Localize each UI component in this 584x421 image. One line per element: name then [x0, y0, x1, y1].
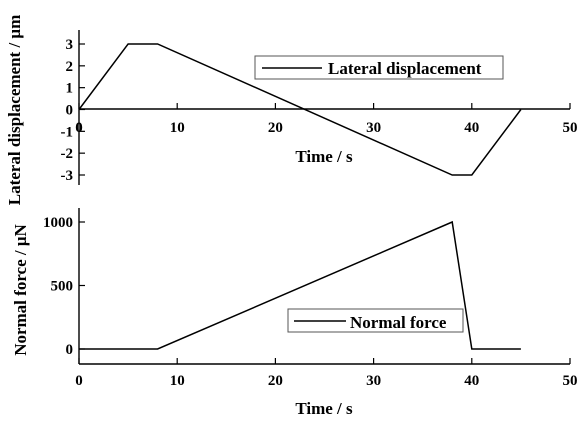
top-x-axis-title: Time / s	[295, 147, 353, 166]
top-y-tick-label: -1	[61, 124, 74, 140]
bottom-y-axis-title: Normal force / μN	[11, 223, 30, 355]
lateral-displacement-panel: 01020304050-3-2-10123 Lateral displaceme…	[5, 15, 578, 205]
top-y-tick-label: 1	[66, 81, 74, 97]
bottom-x-tick-label: 50	[563, 373, 578, 389]
bottom-x-tick-label: 10	[170, 373, 185, 389]
top-y-tick-label: 0	[66, 103, 74, 119]
top-x-tick-label: 50	[563, 120, 578, 136]
top-legend: Lateral displacement	[255, 56, 503, 79]
top-x-tick-label: 0	[75, 120, 83, 136]
bottom-x-tick-label: 40	[464, 373, 479, 389]
top-y-tick-label: -2	[61, 146, 74, 162]
bottom-legend: Normal force	[288, 309, 463, 332]
top-x-tick-label: 40	[464, 120, 479, 136]
top-y-tick-label: -3	[61, 168, 74, 184]
top-y-axis-title: Lateral displacement / μm	[5, 15, 24, 205]
top-x-tick-label: 20	[268, 120, 283, 136]
top-x-tick-label: 30	[366, 120, 381, 136]
top-x-tick-label: 10	[170, 120, 185, 136]
bottom-x-tick-label: 0	[75, 373, 83, 389]
bottom-legend-label: Normal force	[350, 313, 447, 332]
bottom-x-axis-title: Time / s	[295, 399, 353, 418]
normal-force-panel: 0102030405005001000 Normal force Time / …	[11, 208, 578, 418]
top-legend-label: Lateral displacement	[328, 59, 482, 78]
top-y-tick-label: 3	[66, 37, 74, 53]
bottom-y-tick-label: 1000	[43, 215, 73, 231]
bottom-y-tick-label: 500	[51, 279, 74, 295]
bottom-ticks: 0102030405005001000	[43, 215, 578, 389]
top-y-tick-label: 2	[66, 59, 74, 75]
bottom-x-tick-label: 30	[366, 373, 381, 389]
bottom-y-tick-label: 0	[66, 342, 74, 358]
bottom-x-tick-label: 20	[268, 373, 283, 389]
